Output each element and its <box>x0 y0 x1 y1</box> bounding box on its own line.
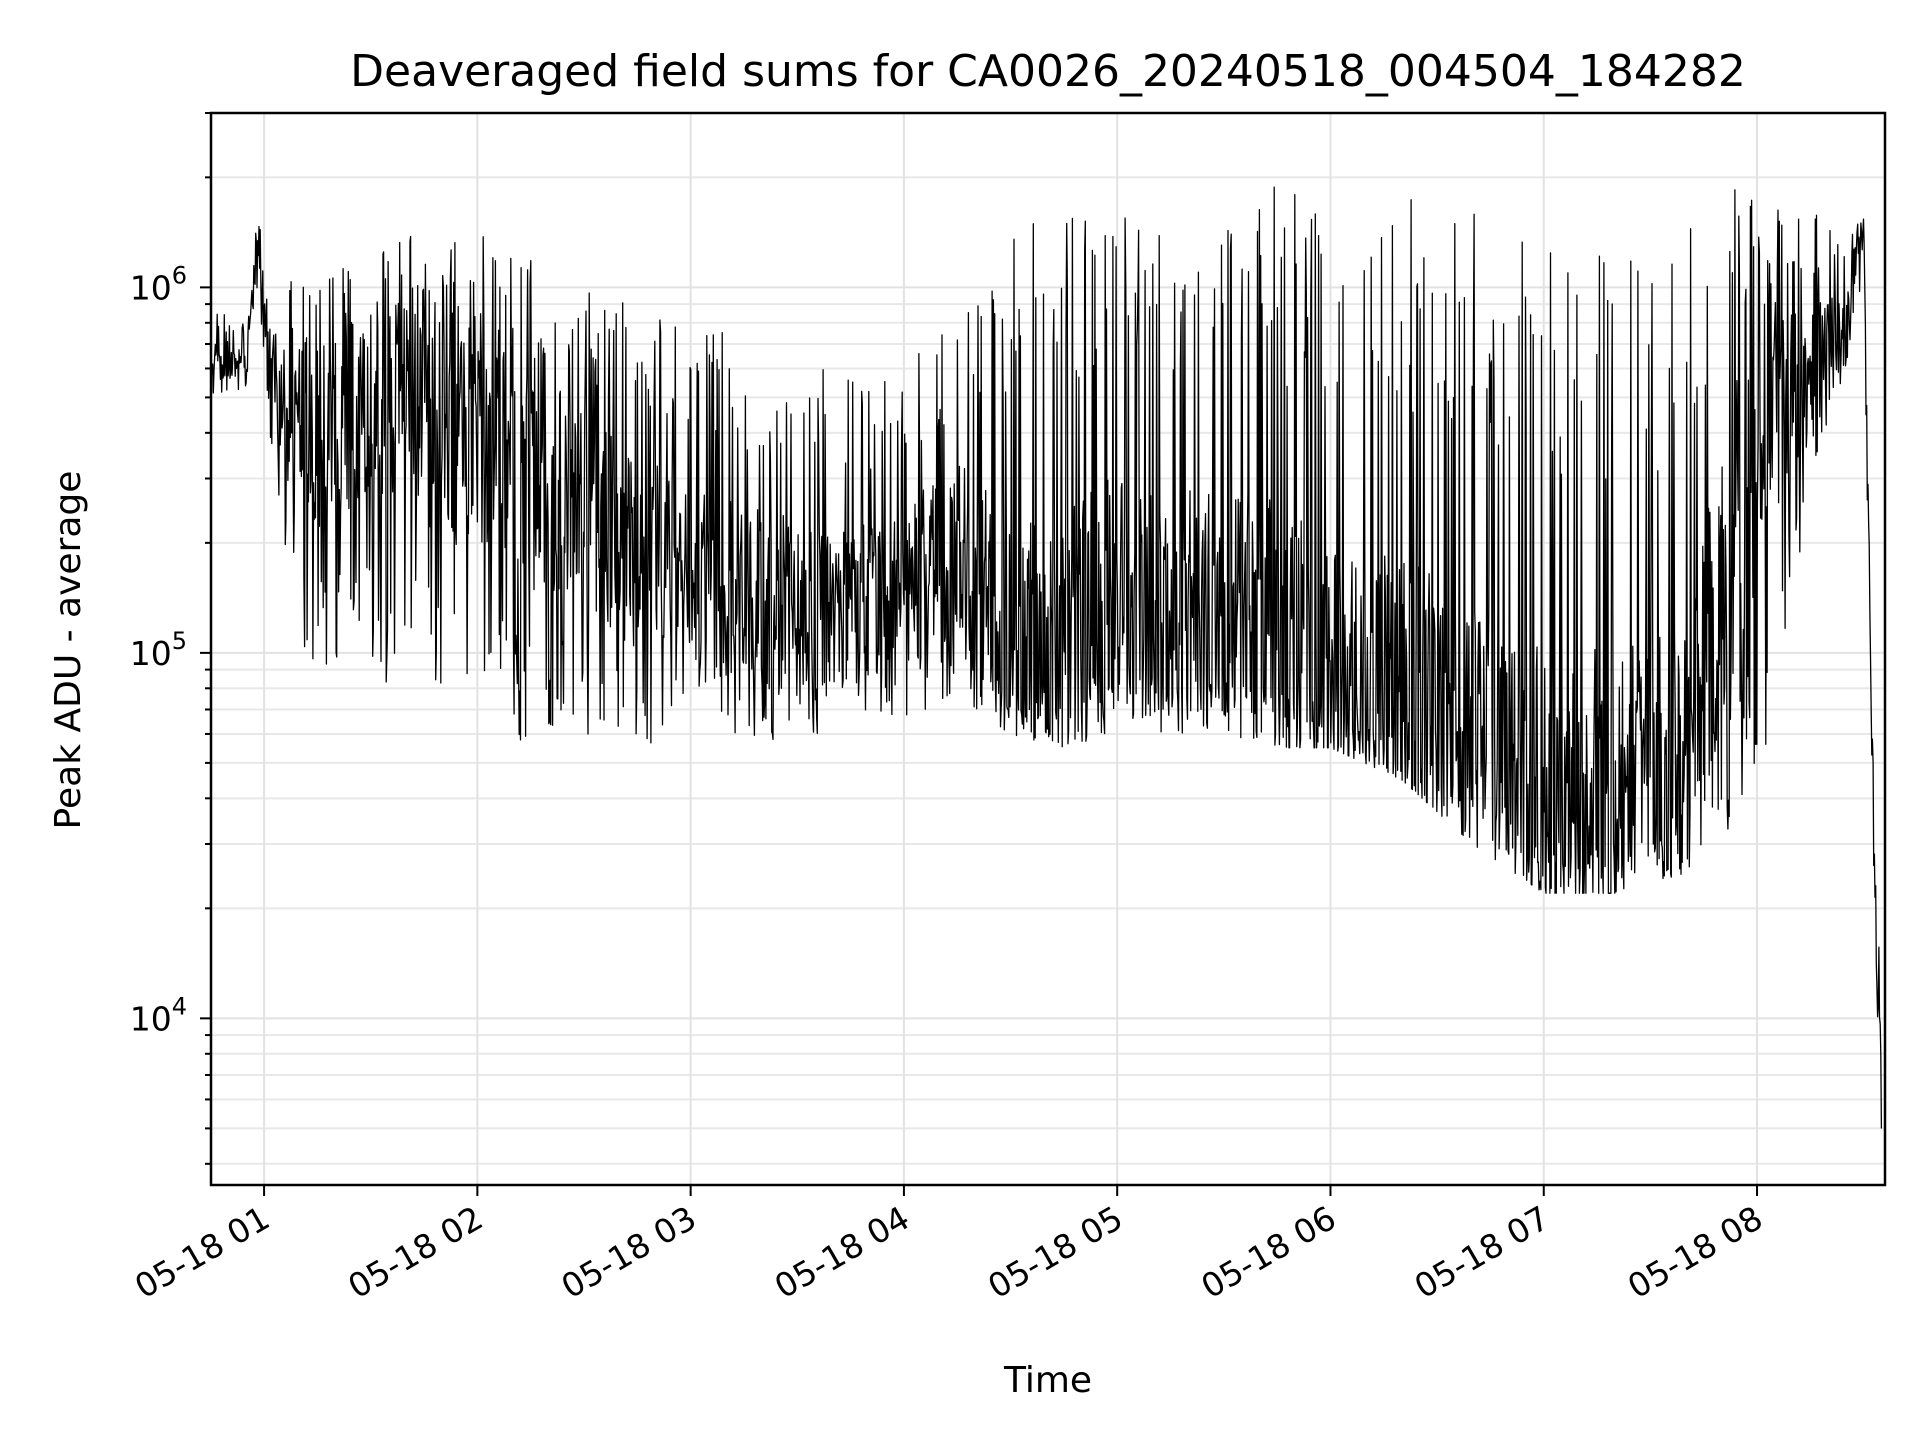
x-axis: 05-18 01 05-18 02 05-18 03 05-18 04 05-18 05… <box>128 1185 1769 1306</box>
y-axis-label: Peak ADU - average <box>48 471 89 830</box>
x-tick-label: 05-18 05 <box>981 1198 1129 1306</box>
x-tick-label: 05-18 04 <box>768 1198 916 1306</box>
x-tick-label: 05-18 01 <box>128 1198 276 1306</box>
x-tick-label: 05-18 02 <box>341 1198 489 1306</box>
chart-title: Deaveraged field sums for CA0026_2024051… <box>350 46 1746 97</box>
x-axis-label: Time <box>1003 1360 1092 1401</box>
x-tick-label: 05-18 07 <box>1408 1198 1556 1306</box>
y-tick-label: 106 <box>130 261 187 307</box>
series-line <box>210 186 1883 1129</box>
plot-frame <box>209 111 1887 1187</box>
x-tick-label: 05-18 08 <box>1621 1198 1769 1306</box>
x-tick-label: 05-18 06 <box>1194 1198 1342 1306</box>
x-tick-label: 05-18 03 <box>555 1198 703 1306</box>
data-layer <box>210 186 1883 1129</box>
y-axis: 104 105 106 <box>130 112 211 1165</box>
y-tick-label: 104 <box>130 992 187 1038</box>
y-tick-label: 105 <box>130 627 187 673</box>
